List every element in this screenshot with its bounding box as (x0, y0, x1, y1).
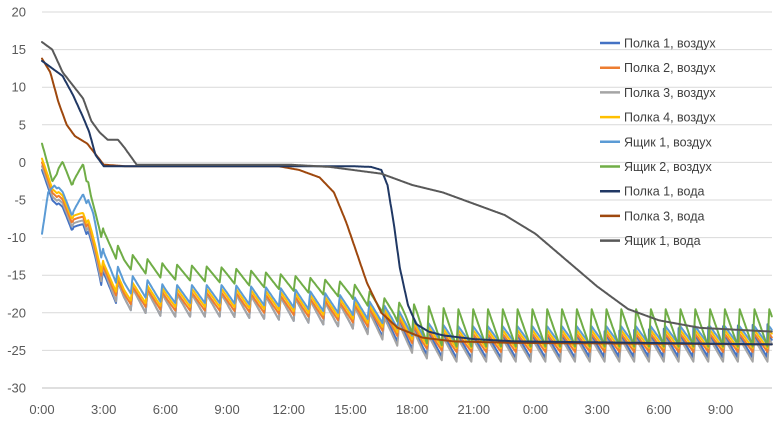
legend-label: Ящик 1, воздух (624, 135, 712, 149)
y-axis-ticks: -30 -25 -20 -15 -10 -5 0 5 10 15 20 (7, 5, 26, 396)
legend-label: Ящик 1, вода (624, 234, 701, 248)
x-tick-label: 15:00 (334, 402, 367, 417)
y-tick-label: -15 (7, 268, 26, 283)
x-tick-label: 21:00 (458, 402, 491, 417)
y-tick-label: 0 (19, 155, 26, 170)
y-tick-label: 10 (12, 80, 26, 95)
y-tick-label: -10 (7, 230, 26, 245)
x-tick-label: 12:00 (272, 402, 305, 417)
series-lines (41, 41, 773, 363)
legend-label: Полка 3, вода (624, 209, 704, 223)
x-axis-ticks: 0:00 3:00 6:00 9:00 12:00 15:00 18:00 21:00 0:00… (29, 402, 733, 417)
series-line (41, 142, 773, 348)
x-tick-label: 3:00 (585, 402, 610, 417)
x-tick-label: 0:00 (29, 402, 54, 417)
x-tick-label: 6:00 (646, 402, 671, 417)
legend-label: Ящик 2, воздух (624, 160, 712, 174)
x-tick-label: 3:00 (91, 402, 116, 417)
y-tick-label: -25 (7, 343, 26, 358)
y-tick-label: -5 (14, 193, 26, 208)
grid-lines (42, 11, 772, 389)
legend-label: Полка 1, вода (624, 185, 704, 199)
legend: Полка 1, воздух Полка 2, воздух Полка 3, в… (600, 37, 716, 248)
y-tick-label: -30 (7, 381, 26, 396)
y-tick-label: -20 (7, 305, 26, 320)
legend-label: Полка 4, воздух (624, 111, 716, 125)
y-tick-label: 5 (19, 117, 26, 132)
x-tick-label: 9:00 (708, 402, 733, 417)
legend-label: Полка 2, воздух (624, 61, 716, 75)
x-tick-label: 9:00 (214, 402, 239, 417)
y-tick-label: 15 (12, 42, 26, 57)
y-tick-label: 20 (12, 5, 26, 20)
series-line (41, 41, 773, 333)
legend-label: Полка 3, воздух (624, 86, 716, 100)
legend-label: Полка 1, воздух (624, 37, 716, 51)
series-line (41, 59, 773, 346)
x-tick-label: 6:00 (153, 402, 178, 417)
x-tick-label: 0:00 (523, 402, 548, 417)
x-tick-label: 18:00 (396, 402, 429, 417)
